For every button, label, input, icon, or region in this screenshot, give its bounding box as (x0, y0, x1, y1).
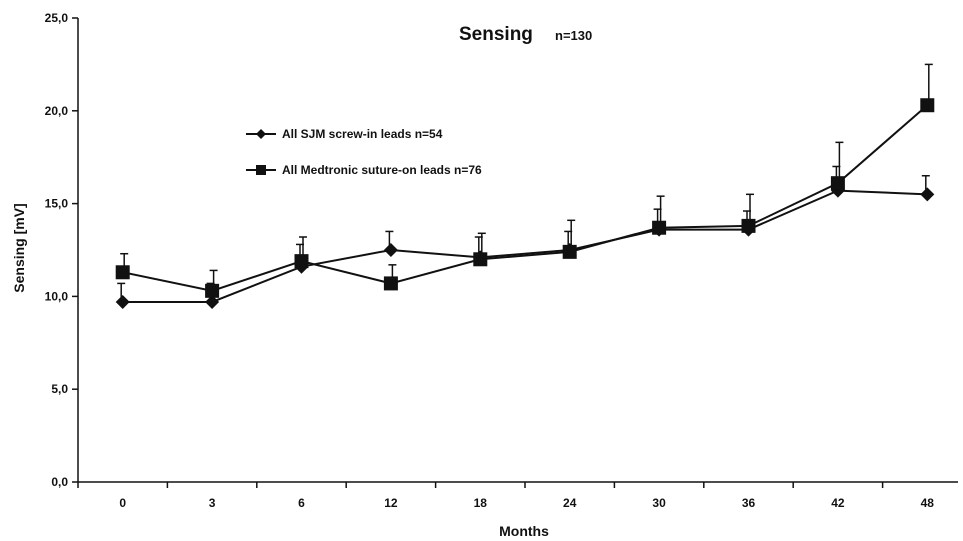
y-tick-label: 10,0 (45, 289, 69, 303)
y-tick-label: 15,0 (45, 197, 69, 211)
y-axis-label: Sensing [mV] (11, 203, 27, 292)
y-tick-label: 0,0 (51, 475, 68, 489)
x-tick-label: 48 (921, 496, 935, 510)
series-markers (115, 98, 935, 309)
series-lines (122, 104, 928, 303)
series-line-1 (122, 189, 928, 303)
data-point-square (473, 252, 488, 267)
x-tick-label: 42 (831, 496, 845, 510)
data-point-square (830, 176, 845, 191)
legend-marker-square (256, 165, 266, 175)
data-point-diamond (383, 243, 398, 257)
data-point-square (920, 98, 935, 113)
chart-subtitle: n=130 (555, 28, 592, 43)
legend-label: All SJM screw-in leads n=54 (282, 127, 443, 141)
data-point-square (562, 244, 577, 259)
data-point-diamond (205, 294, 220, 309)
data-point-square (205, 283, 220, 298)
x-axis-label: Months (499, 523, 549, 539)
data-point-square (741, 218, 756, 233)
error-bars (117, 63, 933, 302)
data-point-square (115, 265, 130, 280)
x-tick-label: 0 (119, 496, 126, 510)
data-point-diamond (115, 294, 130, 309)
y-tick-label: 25,0 (45, 11, 69, 25)
y-tick-label: 5,0 (51, 382, 68, 396)
x-tick-label: 3 (209, 496, 216, 510)
data-point-square (294, 254, 309, 269)
legend-label: All Medtronic suture-on leads n=76 (282, 163, 482, 177)
x-tick-label: 36 (742, 496, 756, 510)
axes: 0,05,010,015,020,025,00 3 6 12 18 24 30 36 42 48 (45, 11, 958, 510)
x-tick-label: 6 (298, 496, 305, 510)
data-point-diamond (920, 187, 935, 202)
chart-title: Sensing (459, 24, 533, 45)
x-tick-label: 18 (474, 496, 488, 510)
legend: All SJM screw-in leads n=54 All Medtronic… (246, 127, 482, 177)
x-tick-label: 30 (652, 496, 666, 510)
x-tick-label: 24 (563, 496, 577, 510)
legend-marker-diamond (256, 129, 266, 139)
data-point-square (383, 276, 398, 291)
series-line-2 (122, 104, 928, 292)
y-tick-label: 20,0 (45, 104, 69, 118)
data-point-square (652, 220, 667, 235)
x-tick-label: 12 (384, 496, 398, 510)
